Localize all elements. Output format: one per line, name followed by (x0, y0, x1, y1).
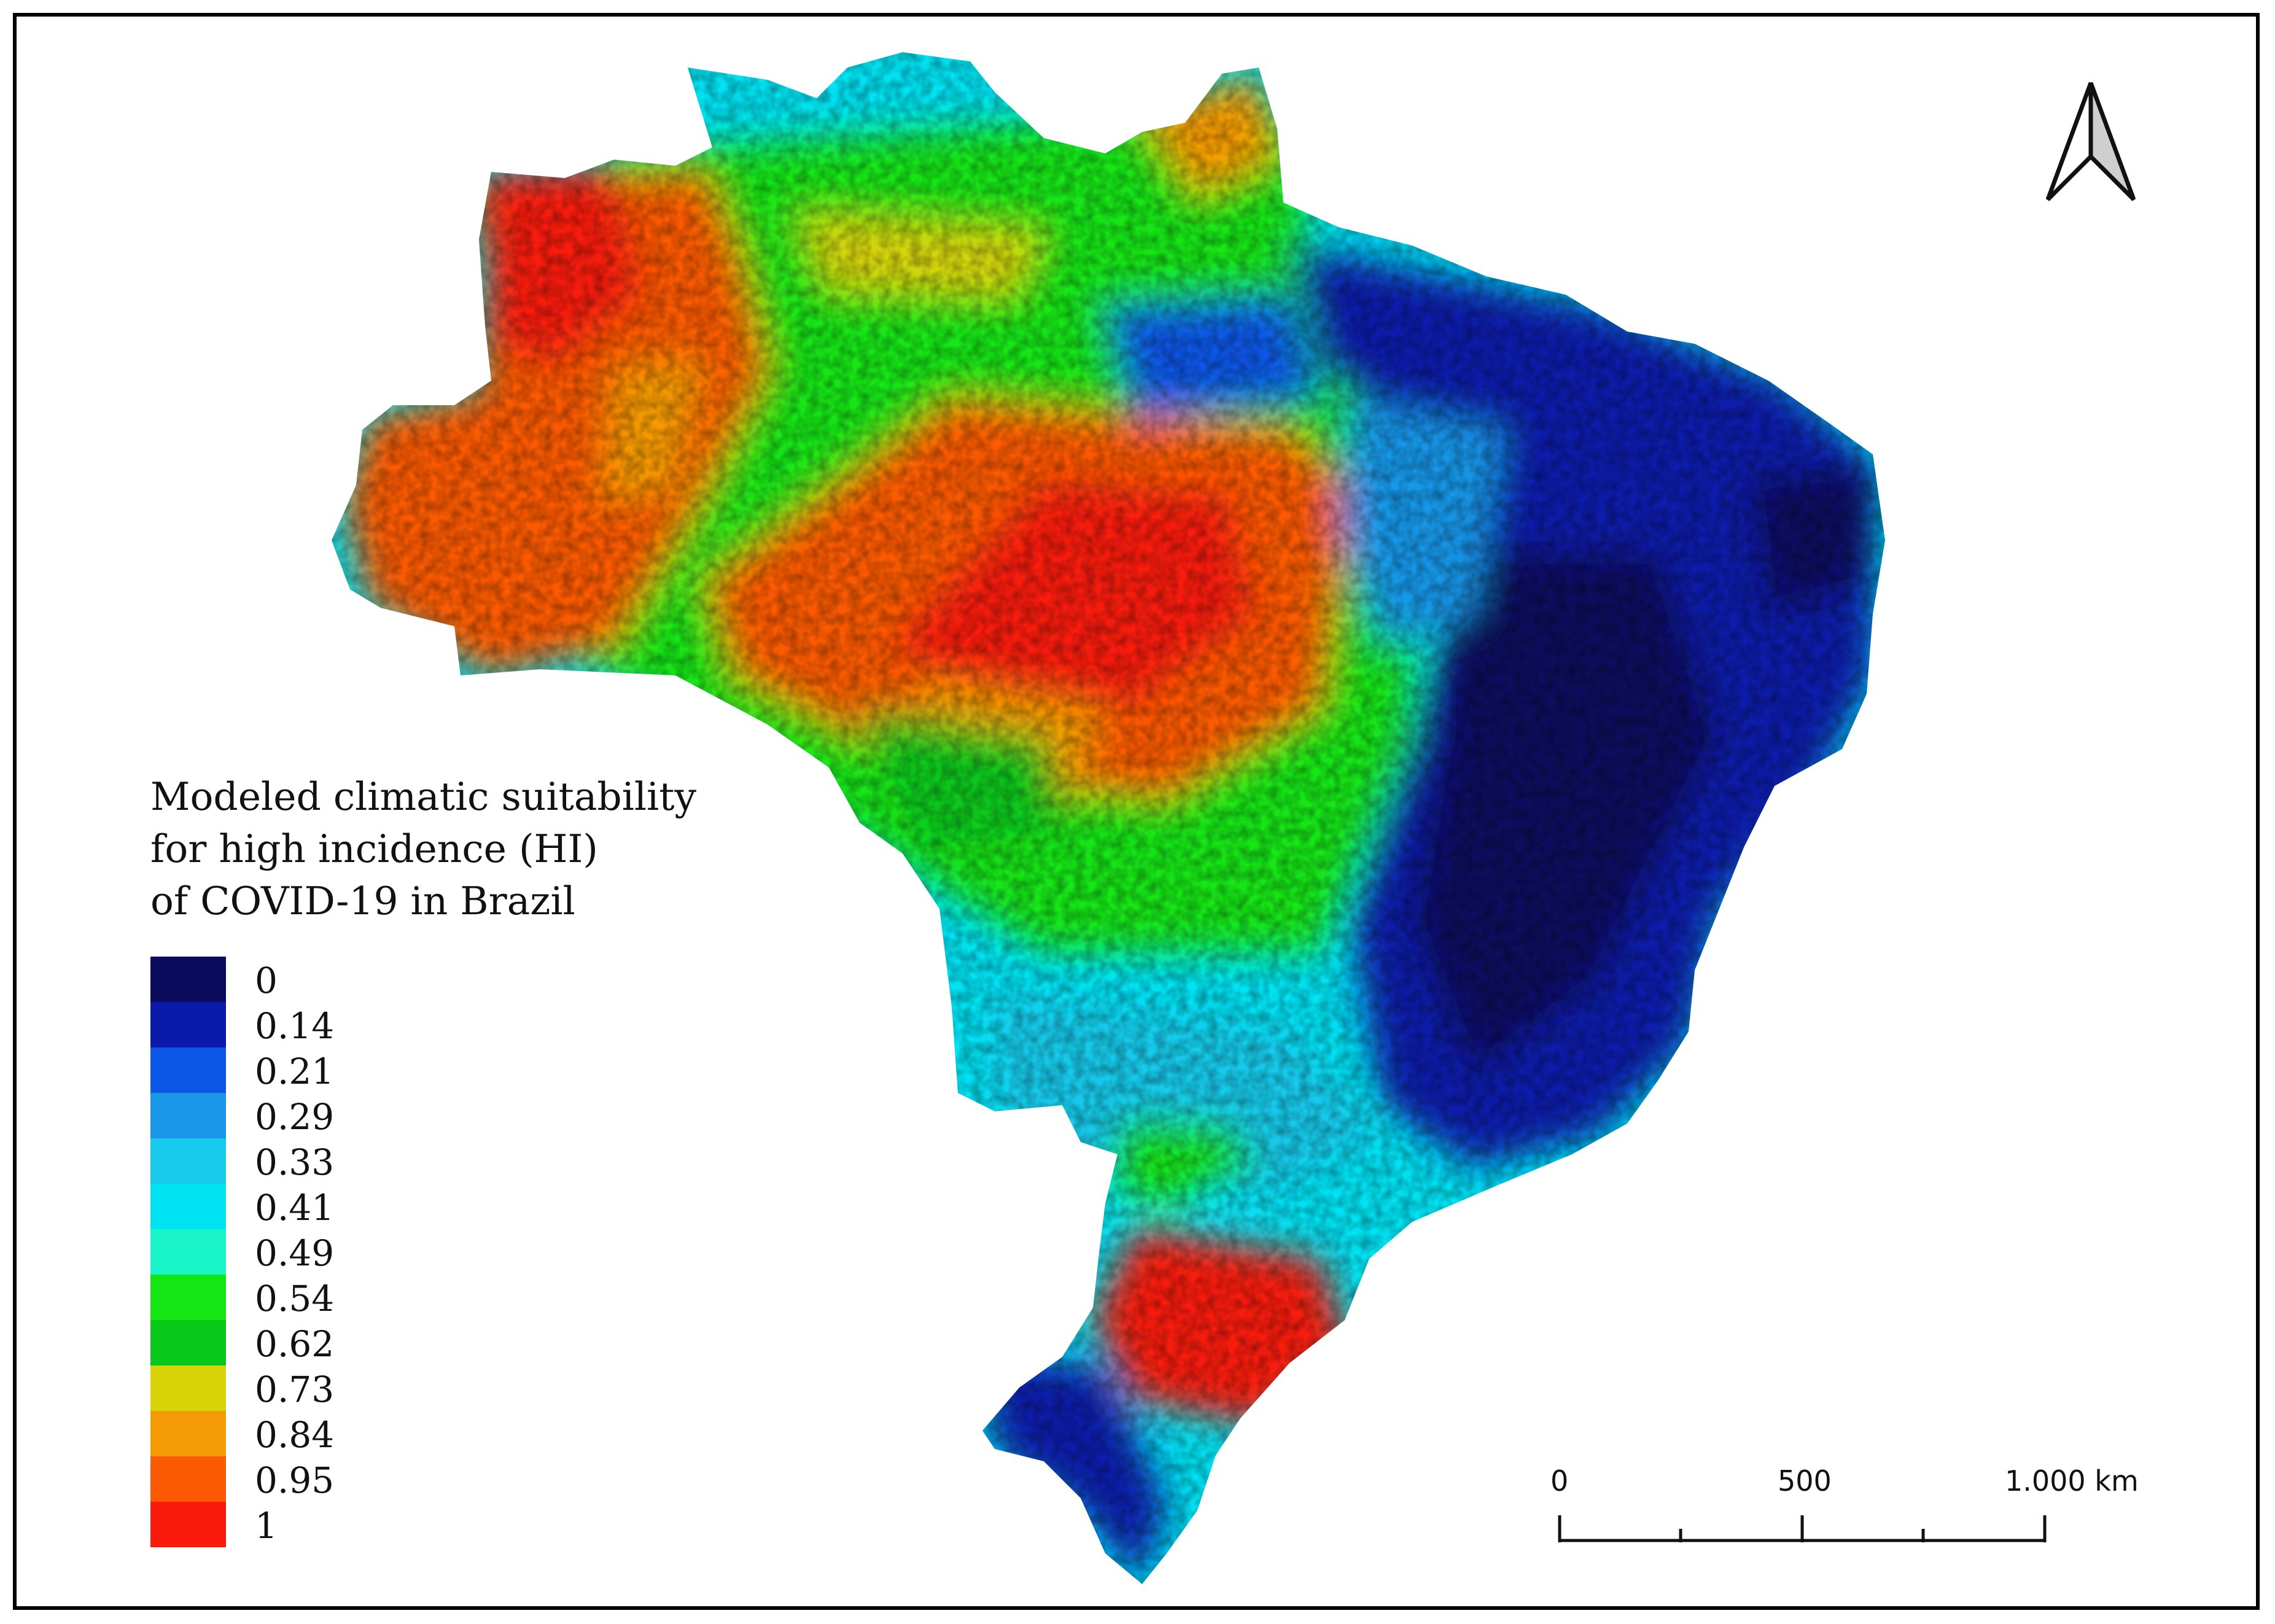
scale-bar (1558, 1515, 2047, 1542)
legend-item: 0.29 (150, 1093, 519, 1138)
legend-item: 0.54 (150, 1275, 519, 1320)
legend-item: 0.95 (150, 1456, 519, 1502)
legend-item: 0.49 (150, 1229, 519, 1275)
legend-item: 0 (150, 957, 519, 1002)
legend-item: 0.14 (150, 1002, 519, 1047)
legend-swatch (150, 1366, 226, 1411)
legend-swatch (150, 1411, 226, 1456)
legend-label: 0.95 (255, 1459, 335, 1501)
legend-label: 0.33 (255, 1141, 335, 1183)
legend-swatch (150, 1229, 226, 1275)
scale-label-1000: 1.000 km (2005, 1464, 2139, 1498)
legend-swatch (150, 1138, 226, 1184)
legend-swatch (150, 1093, 226, 1138)
scale-label-0: 0 (1550, 1464, 1569, 1498)
legend: 0 0.14 0.21 0.29 0.33 0.41 0.49 0.54 0.62 0.73 0.8… (150, 957, 519, 1547)
legend-swatch (150, 957, 226, 1002)
legend-item: 0.73 (150, 1366, 519, 1411)
legend-swatch (150, 1047, 226, 1093)
legend-item: 0.33 (150, 1138, 519, 1184)
scale-label-500: 500 (1778, 1464, 1832, 1498)
legend-swatch (150, 1002, 226, 1047)
legend-label: 1 (255, 1505, 278, 1547)
legend-label: 0.14 (255, 1005, 335, 1047)
legend-item: 0.41 (150, 1184, 519, 1229)
legend-label: 0.73 (255, 1369, 335, 1410)
north-arrow-icon (2045, 82, 2136, 201)
legend-title-line: of COVID-19 in Brazil (150, 879, 575, 923)
legend-item: 0.62 (150, 1320, 519, 1366)
legend-item: 0.84 (150, 1411, 519, 1456)
legend-item: 1 (150, 1502, 519, 1547)
legend-title-line: Modeled climatic suitability (150, 774, 697, 819)
legend-item: 0.21 (150, 1047, 519, 1093)
legend-label: 0 (255, 960, 278, 1001)
legend-label: 0.84 (255, 1414, 335, 1456)
legend-swatch (150, 1184, 226, 1229)
legend-label: 0.54 (255, 1278, 335, 1319)
legend-label: 0.29 (255, 1096, 335, 1138)
legend-swatch (150, 1456, 226, 1502)
legend-label: 0.21 (255, 1051, 335, 1092)
legend-title: Modeled climatic suitability for high in… (150, 771, 703, 927)
legend-label: 0.49 (255, 1232, 335, 1274)
legend-swatch (150, 1320, 226, 1366)
legend-swatch (150, 1275, 226, 1320)
legend-title-line: for high incidence (HI) (150, 826, 598, 871)
legend-label: 0.62 (255, 1323, 335, 1365)
legend-label: 0.41 (255, 1187, 335, 1229)
legend-swatch (150, 1502, 226, 1547)
